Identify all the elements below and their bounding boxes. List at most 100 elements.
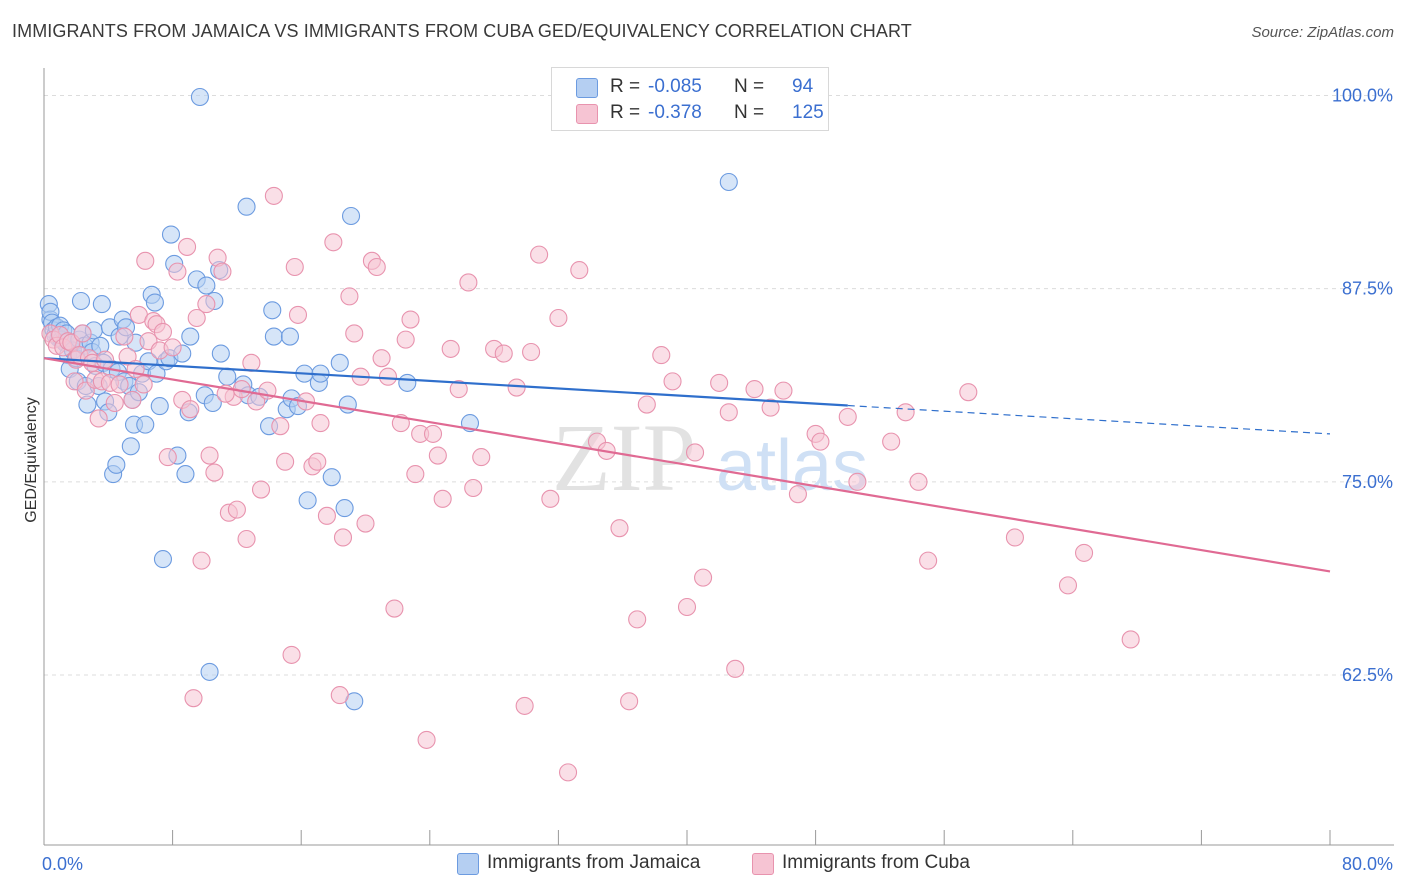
data-point-cuba bbox=[919, 551, 938, 570]
legend-r-value-jamaica: -0.085 bbox=[648, 76, 702, 97]
data-point-jamaica bbox=[330, 353, 349, 372]
data-point-cuba bbox=[276, 452, 295, 471]
data-point-cuba bbox=[541, 489, 560, 508]
data-point-cuba bbox=[530, 245, 549, 264]
data-point-cuba bbox=[213, 262, 232, 281]
data-point-jamaica bbox=[398, 373, 417, 392]
data-point-cuba bbox=[89, 409, 108, 428]
axes bbox=[43, 68, 1394, 846]
data-point-cuba bbox=[761, 398, 780, 417]
data-point-jamaica bbox=[153, 550, 173, 569]
data-point-cuba bbox=[726, 659, 745, 678]
data-point-jamaica bbox=[203, 393, 222, 413]
data-point-cuba bbox=[378, 367, 398, 386]
series-cuba-points bbox=[41, 186, 1140, 782]
data-point-jamaica bbox=[136, 415, 155, 434]
data-point-cuba bbox=[423, 424, 443, 443]
data-point-cuba bbox=[464, 478, 483, 498]
data-point-cuba bbox=[324, 233, 343, 252]
bottom-legend-label-jamaica: Immigrants from Jamaica bbox=[487, 852, 701, 873]
data-point-cuba bbox=[788, 485, 807, 504]
data-point-cuba bbox=[522, 342, 541, 362]
data-point-jamaica bbox=[121, 437, 140, 456]
data-point-cuba bbox=[96, 350, 115, 369]
data-point-cuba bbox=[136, 251, 155, 270]
data-point-cuba bbox=[271, 417, 290, 436]
data-point-cuba bbox=[285, 257, 304, 277]
data-point-cuba bbox=[205, 463, 224, 482]
data-point-cuba bbox=[459, 273, 478, 292]
data-point-jamaica bbox=[298, 491, 317, 510]
y-tick-label: 62.5% bbox=[1342, 665, 1393, 685]
data-point-cuba bbox=[838, 407, 857, 426]
data-point-jamaica bbox=[190, 87, 209, 107]
data-point-jamaica bbox=[145, 293, 164, 312]
x-tick-label-max: 80.0% bbox=[1342, 854, 1393, 874]
data-point-cuba bbox=[345, 324, 364, 343]
data-point-cuba bbox=[472, 448, 491, 467]
legend-r-label: R = bbox=[610, 76, 641, 97]
data-point-cuba bbox=[192, 551, 211, 570]
data-point-cuba bbox=[356, 514, 375, 533]
data-point-cuba bbox=[385, 599, 404, 618]
x-tick-label-min: 0.0% bbox=[42, 854, 83, 874]
data-point-cuba bbox=[637, 395, 656, 414]
data-point-cuba bbox=[237, 529, 256, 549]
data-point-cuba bbox=[811, 432, 830, 451]
data-point-cuba bbox=[73, 324, 92, 343]
data-point-cuba bbox=[115, 327, 134, 346]
data-point-cuba bbox=[610, 519, 629, 538]
data-point-cuba bbox=[105, 393, 124, 413]
legend-r-value-cuba: -0.378 bbox=[648, 102, 702, 123]
data-point-jamaica bbox=[280, 327, 299, 346]
data-point-cuba bbox=[1121, 630, 1140, 649]
y-tick-labels: 62.5% 75.0% 87.5% 100.0% bbox=[1332, 85, 1393, 685]
data-point-jamaica bbox=[176, 465, 195, 484]
bottom-legend-label-cuba: Immigrants from Cuba bbox=[782, 852, 970, 873]
data-point-cuba bbox=[620, 692, 639, 711]
data-point-cuba bbox=[184, 689, 203, 708]
correlation-legend: R = -0.085 N = 94 R = -0.378 N = 125 bbox=[551, 67, 829, 131]
data-point-cuba bbox=[123, 390, 142, 409]
data-point-cuba bbox=[652, 346, 671, 365]
data-point-cuba bbox=[158, 448, 177, 467]
data-point-jamaica bbox=[341, 206, 361, 226]
data-point-jamaica bbox=[161, 225, 181, 244]
data-point-cuba bbox=[401, 310, 420, 329]
data-point-jamaica bbox=[264, 327, 283, 346]
data-point-cuba bbox=[242, 353, 261, 372]
data-point-cuba bbox=[168, 262, 187, 281]
data-point-cuba bbox=[549, 308, 568, 328]
data-point-cuba bbox=[134, 375, 153, 394]
legend-swatch-jamaica bbox=[576, 78, 598, 98]
data-point-cuba bbox=[663, 372, 682, 391]
data-point-cuba bbox=[181, 400, 200, 419]
bottom-legend-swatch-cuba bbox=[752, 853, 774, 875]
data-point-jamaica bbox=[335, 499, 354, 518]
data-point-cuba bbox=[340, 287, 359, 306]
data-point-jamaica bbox=[263, 301, 282, 320]
data-point-cuba bbox=[710, 373, 729, 392]
data-point-cuba bbox=[178, 237, 197, 256]
trend-line-jamaica-extension bbox=[847, 404, 1331, 435]
data-point-cuba bbox=[330, 686, 349, 705]
data-point-cuba bbox=[882, 432, 901, 451]
data-point-jamaica bbox=[211, 344, 230, 363]
data-point-cuba bbox=[909, 472, 928, 491]
data-point-cuba bbox=[264, 186, 283, 205]
data-point-cuba bbox=[433, 489, 452, 508]
data-point-jamaica bbox=[237, 197, 256, 216]
data-point-cuba bbox=[406, 465, 425, 484]
data-point-cuba bbox=[570, 261, 589, 280]
data-point-jamaica bbox=[150, 397, 169, 416]
data-point-cuba bbox=[1005, 528, 1024, 547]
data-point-cuba bbox=[367, 257, 386, 277]
y-axis-label: GED/Equivalency bbox=[23, 397, 40, 522]
data-point-cuba bbox=[677, 597, 697, 617]
data-point-jamaica bbox=[200, 662, 219, 681]
data-point-cuba bbox=[308, 452, 327, 471]
data-point-cuba bbox=[1075, 543, 1094, 562]
data-point-jamaica bbox=[719, 172, 738, 192]
data-point-cuba bbox=[628, 610, 647, 629]
